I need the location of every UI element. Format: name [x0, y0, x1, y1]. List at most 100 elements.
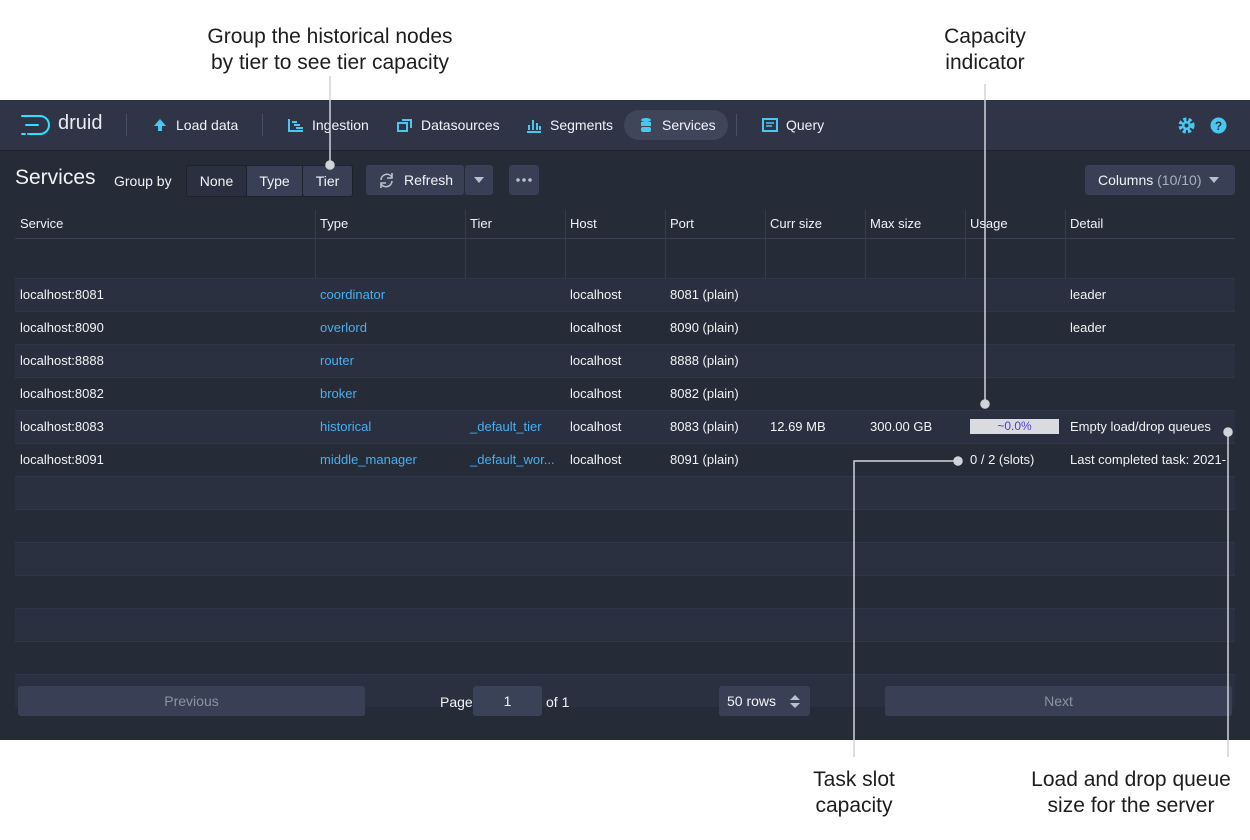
group-by-option[interactable]: Type: [246, 165, 303, 197]
annotation-line: indicator: [945, 51, 1025, 74]
rows-label: 50 rows: [727, 693, 777, 709]
nav-services[interactable]: Services: [624, 110, 728, 140]
table-cell[interactable]: overlord: [320, 320, 367, 335]
help-icon[interactable]: ?: [1210, 117, 1227, 134]
nav-query[interactable]: Query: [748, 110, 836, 140]
table-cell: 12.69 MB: [770, 419, 826, 434]
annotation: Load and drop queue size for the server: [1016, 767, 1246, 819]
more-button[interactable]: [509, 165, 539, 195]
column-header[interactable]: Port: [670, 216, 694, 231]
row-background: [15, 443, 1235, 476]
annotation-line: Capacity: [944, 25, 1026, 48]
columns-count: (10/10): [1157, 172, 1202, 188]
header-border: [15, 238, 1235, 239]
table-cell: localhost:8082: [20, 386, 104, 401]
table-cell[interactable]: broker: [320, 386, 357, 401]
separator: [262, 114, 263, 136]
columns-label: Columns: [1098, 172, 1154, 188]
row-background: [15, 311, 1235, 344]
rows-select[interactable]: 50 rows: [719, 686, 810, 716]
nav-label: Datasources: [421, 117, 500, 133]
settings-icon[interactable]: [1178, 117, 1195, 134]
column-header[interactable]: Tier: [470, 216, 492, 231]
table-cell: leader: [1070, 287, 1107, 302]
row-background: [15, 377, 1235, 410]
page-title: Services: [15, 166, 96, 189]
column-header[interactable]: Type: [320, 216, 349, 231]
nav-ingestion[interactable]: Ingestion: [274, 110, 381, 140]
table-cell: 8081 (plain): [670, 287, 739, 302]
column-header[interactable]: Max size: [870, 216, 922, 231]
group-by-option[interactable]: Tier: [302, 165, 353, 197]
annotation-line: Load and drop queue: [1031, 768, 1231, 791]
nav-label: Load data: [176, 117, 239, 133]
logo-text: druid: [58, 112, 103, 134]
group-by-label: Group by: [114, 173, 172, 189]
separator: [736, 114, 737, 136]
row-background: [15, 641, 1235, 674]
refresh-label: Refresh: [404, 172, 454, 188]
table-cell: localhost:8083: [20, 419, 104, 434]
table-cell: Empty load/drop queues: [1070, 419, 1211, 434]
table-cell: localhost:8090: [20, 320, 104, 335]
nav-label: Segments: [550, 117, 614, 133]
previous-button[interactable]: Previous: [18, 686, 365, 716]
table-cell: localhost: [570, 452, 622, 467]
row-background: [15, 575, 1235, 608]
group-by-option[interactable]: None: [186, 165, 247, 197]
table-cell: localhost: [570, 419, 622, 434]
table-cell: leader: [1070, 320, 1107, 335]
annotation: Task slot capacity: [774, 767, 934, 819]
table-cell: 8083 (plain): [670, 419, 739, 434]
table-cell: localhost:8091: [20, 452, 104, 467]
nav-segments[interactable]: Segments: [512, 110, 625, 140]
table-cell[interactable]: _default_wor...: [470, 452, 555, 467]
row-background: [15, 509, 1235, 542]
refresh-button[interactable]: Refresh: [366, 165, 464, 195]
logo-icon: [21, 115, 50, 135]
column-header[interactable]: Curr size: [770, 216, 823, 231]
page-count: of 1: [546, 694, 570, 710]
navbar: druid Load data Ingestion Datasources Se…: [0, 100, 1250, 151]
table-cell: 8090 (plain): [670, 320, 739, 335]
table-cell[interactable]: middle_manager: [320, 452, 417, 467]
table-cell[interactable]: _default_tier: [470, 419, 542, 434]
usage-bar: [970, 419, 1059, 434]
annotation-line: Group the historical nodes: [207, 25, 453, 48]
column-header[interactable]: Detail: [1070, 216, 1104, 231]
columns-button[interactable]: Columns (10/10): [1085, 165, 1235, 195]
row-background: [15, 344, 1235, 377]
annotation-line: capacity: [815, 794, 893, 817]
nav-label: Ingestion: [312, 117, 369, 133]
table-cell[interactable]: router: [320, 353, 354, 368]
table: Service Type Tier Host Port Curr size Max size…: [0, 100, 1250, 707]
annotation-line: Task slot: [813, 768, 895, 791]
table-cell: 8888 (plain): [670, 353, 739, 368]
table-cell: Last completed task: 2021-: [1070, 452, 1227, 467]
table-cell: localhost: [570, 353, 622, 368]
column-header[interactable]: Host: [570, 216, 597, 231]
column-header[interactable]: Service: [20, 216, 64, 231]
svg-text:?: ?: [1215, 119, 1222, 133]
usage-label: ~0.0%: [997, 419, 1032, 433]
table-cell: 0 / 2 (slots): [970, 452, 1035, 467]
annotation: Group the historical nodes by tier to se…: [180, 24, 480, 76]
table-cell: localhost: [570, 287, 622, 302]
table-cell[interactable]: historical: [320, 419, 372, 434]
annotation: Capacity indicator: [900, 24, 1070, 76]
table-cell: 300.00 GB: [870, 419, 933, 434]
page-input[interactable]: 1: [473, 686, 542, 716]
column-header[interactable]: Usage: [970, 216, 1008, 231]
row-background: [15, 278, 1235, 311]
next-button[interactable]: Next: [885, 686, 1232, 716]
separator: [126, 114, 127, 136]
row-background: [15, 476, 1235, 509]
refresh-menu[interactable]: [465, 165, 493, 195]
table-cell: localhost: [570, 320, 622, 335]
table-cell: 8091 (plain): [670, 452, 739, 467]
table-cell: localhost:8081: [20, 287, 104, 302]
nav-datasources[interactable]: Datasources: [383, 110, 512, 140]
nav-load-data[interactable]: Load data: [138, 110, 250, 140]
annotation-line: size for the server: [1047, 794, 1215, 817]
table-cell[interactable]: coordinator: [320, 287, 386, 302]
